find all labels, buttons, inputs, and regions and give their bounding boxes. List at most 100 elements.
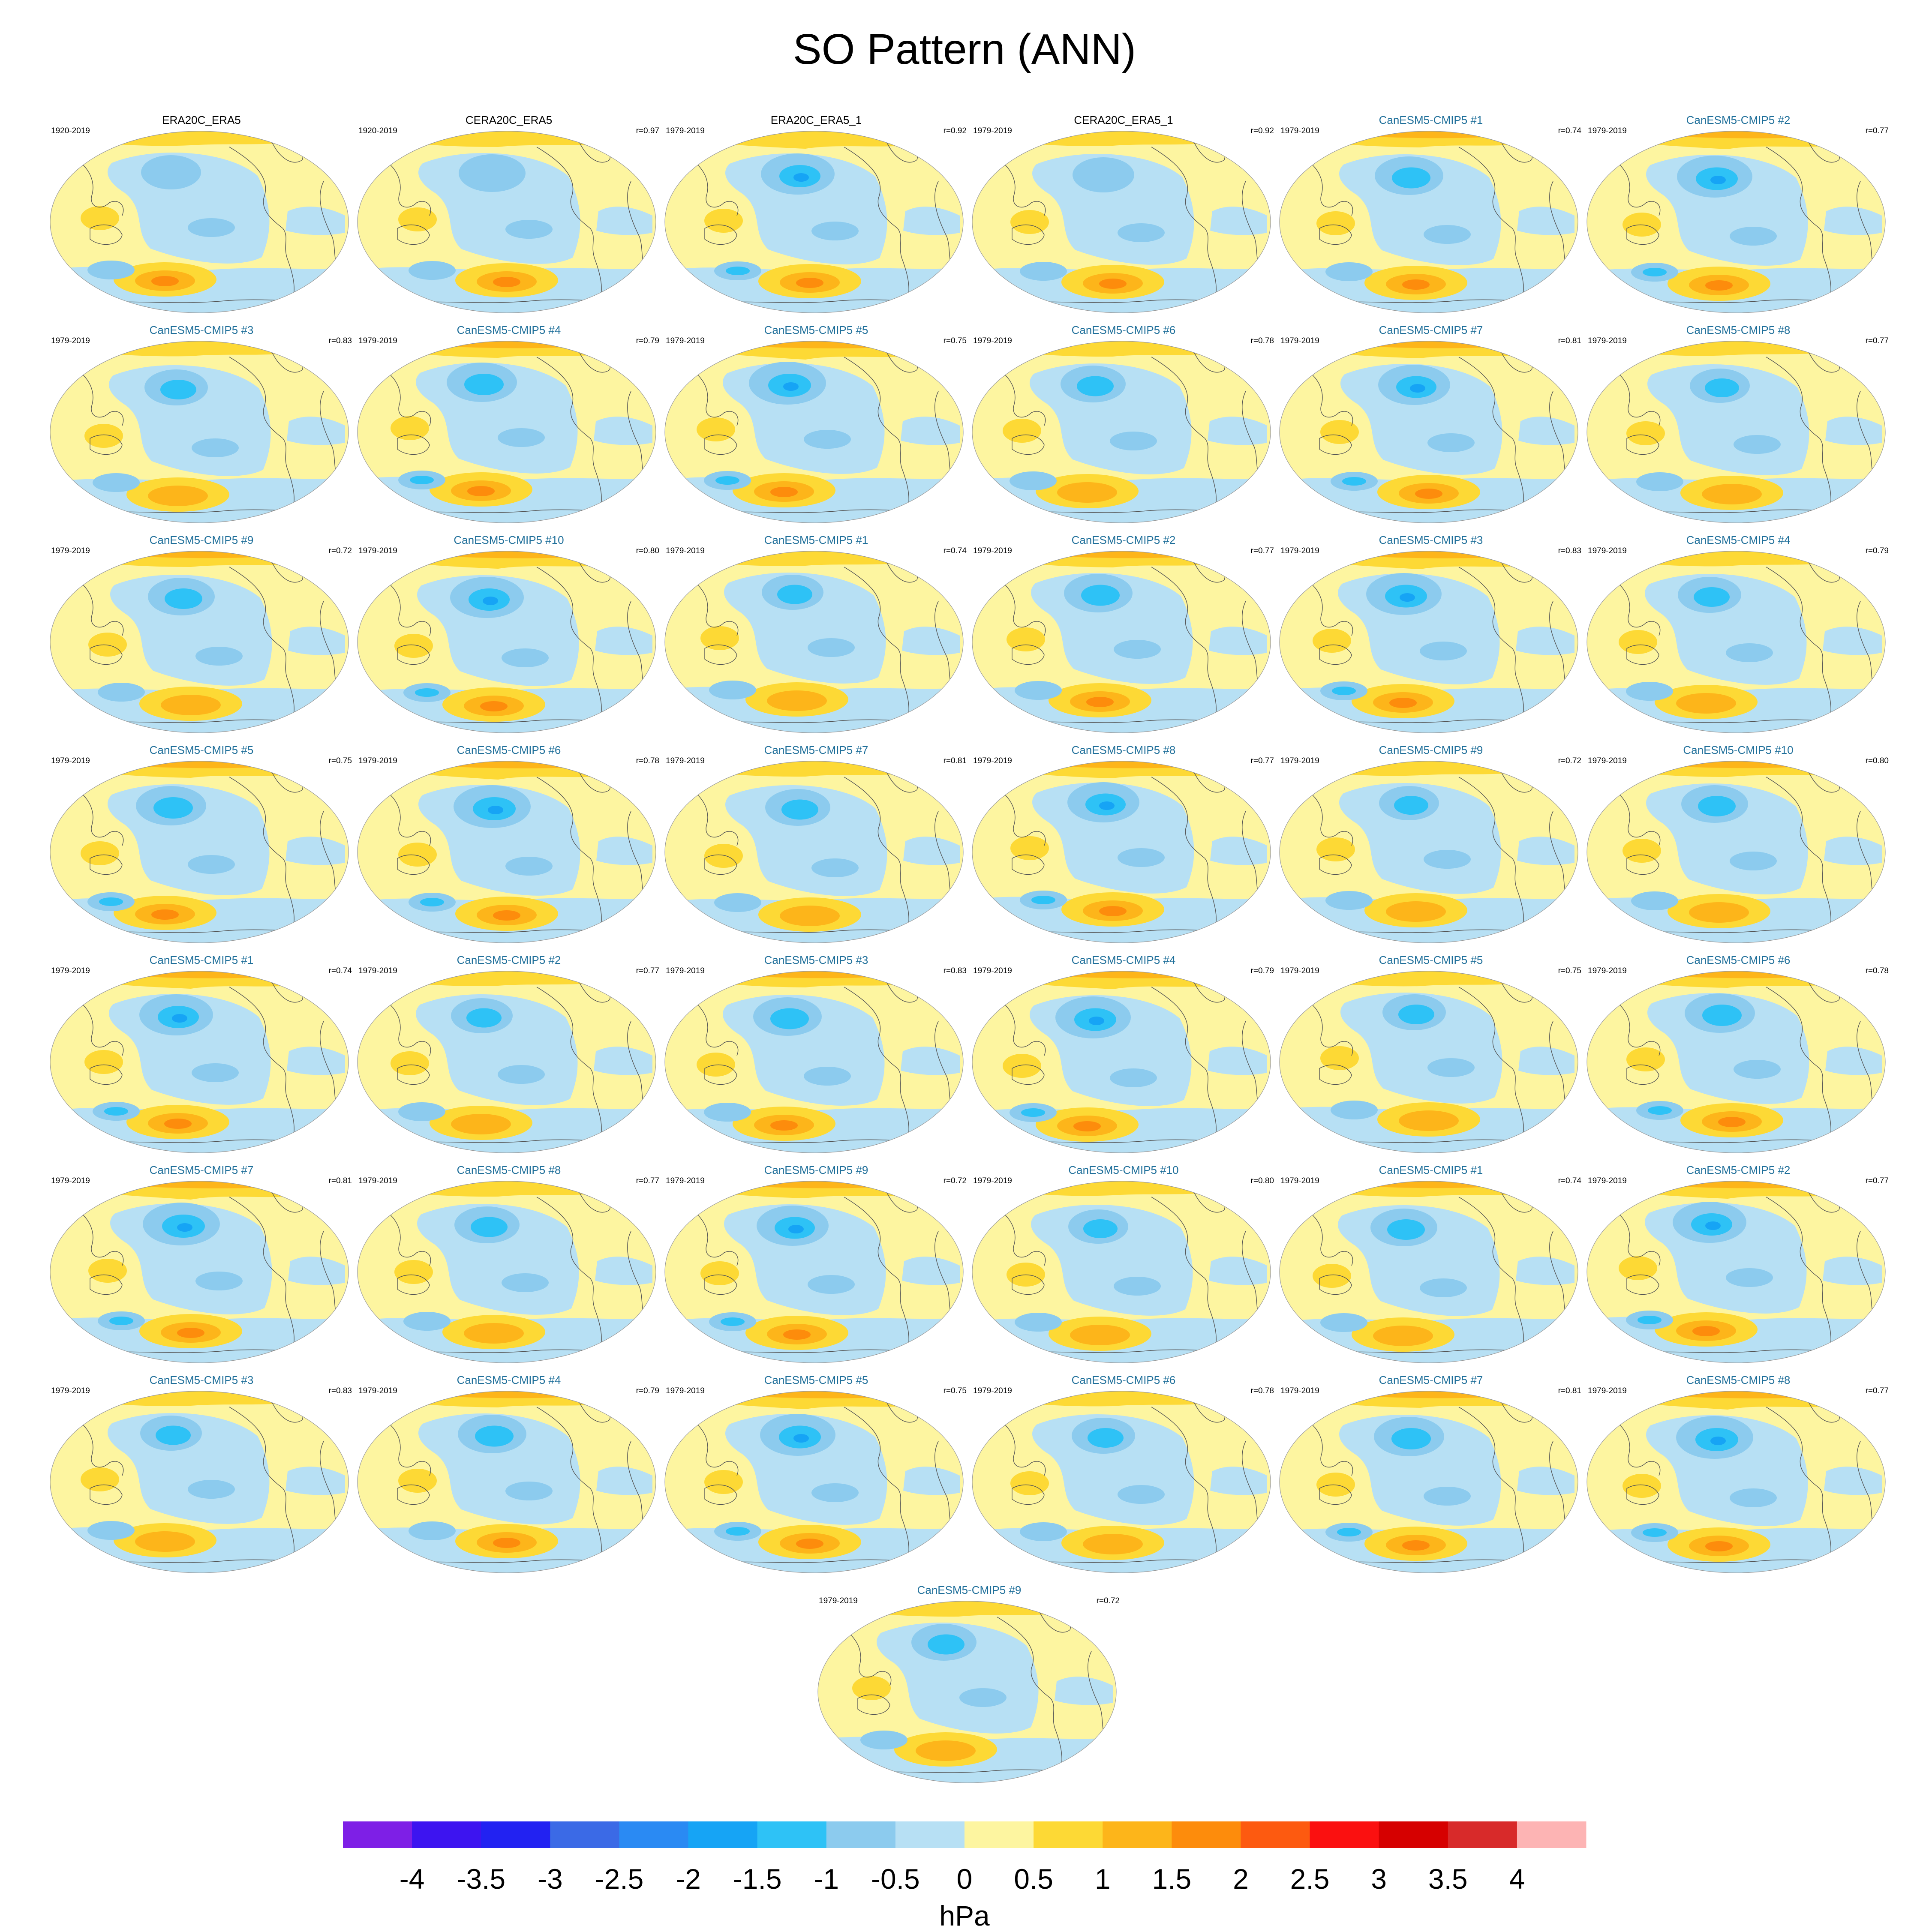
colorbar-box — [1034, 1821, 1103, 1848]
map-plot — [664, 971, 964, 1153]
colorbar-tick-label: 1.5 — [1152, 1863, 1191, 1895]
panel-correlation: r=0.78 — [1250, 336, 1274, 345]
map-panel: CanESM5-CMIP5 #4 1979-2019 r=0.79 — [1586, 534, 1890, 735]
map-panel: CanESM5-CMIP5 #7 1979-2019 r=0.81 — [49, 1164, 354, 1365]
panel-correlation: r=0.78 — [636, 756, 659, 765]
panel-years: 1979-2019 — [51, 756, 90, 765]
map-plot — [1586, 1391, 1886, 1573]
panel-years: 1979-2019 — [666, 756, 705, 765]
map-plot — [1279, 971, 1578, 1153]
panel-title: CanESM5-CMIP5 #10 — [1683, 744, 1794, 756]
panel-title: CERA20C_ERA5_1 — [1074, 114, 1173, 126]
colorbar-box — [1172, 1821, 1241, 1848]
colorbar-tick-label: -0.5 — [871, 1863, 920, 1895]
panel-title: CanESM5-CMIP5 #9 — [764, 1164, 868, 1176]
panel-correlation: r=0.80 — [636, 546, 659, 555]
map-plot — [50, 131, 349, 313]
panel-correlation: r=0.77 — [1865, 336, 1889, 345]
panel-title: CanESM5-CMIP5 #9 — [1379, 744, 1483, 756]
panel-correlation: r=0.92 — [1250, 126, 1274, 135]
panel-title: CanESM5-CMIP5 #5 — [764, 1374, 868, 1386]
panel-years: 1979-2019 — [973, 126, 1012, 135]
map-panel: CanESM5-CMIP5 #1 1979-2019 r=0.74 — [1279, 1164, 1583, 1365]
map-plot — [50, 1391, 349, 1573]
panel-years: 1979-2019 — [666, 966, 705, 975]
panel-correlation: r=0.75 — [943, 1386, 967, 1395]
map-plot — [972, 341, 1271, 523]
map-plot — [972, 1181, 1271, 1363]
panel-years: 1979-2019 — [1280, 1176, 1319, 1185]
panel-correlation: r=0.83 — [943, 966, 967, 975]
panel-correlation: r=0.75 — [943, 336, 967, 345]
map-plot — [50, 971, 349, 1153]
colorbar-box — [1448, 1821, 1517, 1848]
map-panel: CanESM5-CMIP5 #1 1979-2019 r=0.74 — [664, 534, 968, 735]
panel-title: CanESM5-CMIP5 #8 — [457, 1164, 561, 1176]
map-panel: CanESM5-CMIP5 #3 1979-2019 r=0.83 — [1279, 534, 1583, 735]
panel-years: 1979-2019 — [358, 546, 397, 555]
colorbar-tick-label: 2.5 — [1290, 1863, 1330, 1895]
panel-years: 1979-2019 — [1280, 1386, 1319, 1395]
colorbar-units: hPa — [939, 1900, 990, 1932]
panel-years: 1979-2019 — [1280, 336, 1319, 345]
panel-title: CanESM5-CMIP5 #6 — [457, 744, 561, 756]
map-panel: CanESM5-CMIP5 #1 1979-2019 r=0.74 — [1279, 114, 1583, 315]
map-plot — [50, 551, 349, 733]
panel-years: 1979-2019 — [666, 546, 705, 555]
panel-years: 1920-2019 — [358, 126, 397, 135]
panel-correlation: r=0.72 — [1558, 756, 1581, 765]
map-panel: CanESM5-CMIP5 #2 1979-2019 r=0.77 — [971, 534, 1276, 735]
colorbar-box — [1241, 1821, 1310, 1848]
panel-correlation: r=0.81 — [1558, 336, 1581, 345]
panel-correlation: r=0.78 — [1250, 1386, 1274, 1395]
panel-years: 1979-2019 — [51, 336, 90, 345]
map-plot — [1279, 341, 1578, 523]
panel-title: CanESM5-CMIP5 #2 — [1686, 1164, 1791, 1176]
panel-years: 1979-2019 — [973, 756, 1012, 765]
panel-years: 1979-2019 — [973, 1176, 1012, 1185]
map-plot — [357, 971, 656, 1153]
map-panel: CanESM5-CMIP5 #10 1979-2019 r=0.80 — [357, 534, 661, 735]
panel-years: 1979-2019 — [1588, 756, 1627, 765]
map-panel: CanESM5-CMIP5 #9 1979-2019 r=0.72 — [664, 1164, 968, 1365]
map-panel: CanESM5-CMIP5 #5 1979-2019 r=0.75 — [664, 324, 968, 525]
panel-title: CanESM5-CMIP5 #10 — [454, 534, 564, 546]
panel-years: 1979-2019 — [1588, 546, 1627, 555]
panel-correlation: r=0.78 — [1865, 966, 1889, 975]
panel-years: 1979-2019 — [358, 1386, 397, 1395]
panel-title: CanESM5-CMIP5 #4 — [457, 1374, 561, 1386]
panel-years: 1979-2019 — [358, 1176, 397, 1185]
panel-years: 1979-2019 — [1280, 966, 1319, 975]
panel-correlation: r=0.77 — [1865, 1386, 1889, 1395]
panel-correlation: r=0.79 — [636, 1386, 659, 1395]
map-panel: CanESM5-CMIP5 #3 1979-2019 r=0.83 — [49, 324, 354, 525]
panel-correlation: r=0.74 — [328, 966, 352, 975]
panel-years: 1979-2019 — [51, 546, 90, 555]
panel-years: 1979-2019 — [1280, 546, 1319, 555]
panel-years: 1979-2019 — [666, 1176, 705, 1185]
map-plot — [1586, 341, 1886, 523]
map-plot — [1279, 131, 1578, 313]
map-plot — [357, 761, 656, 943]
panel-title: CanESM5-CMIP5 #1 — [149, 954, 254, 966]
panel-correlation: r=0.81 — [1558, 1386, 1581, 1395]
map-plot — [664, 551, 964, 733]
map-panel: CanESM5-CMIP5 #2 1979-2019 r=0.77 — [357, 954, 661, 1155]
panel-years: 1979-2019 — [1280, 756, 1319, 765]
map-plot — [357, 341, 656, 523]
panel-correlation: r=0.81 — [328, 1176, 352, 1185]
colorbar-tick-label: 0 — [957, 1863, 973, 1895]
map-plot — [1279, 1181, 1578, 1363]
colorbar-tick-label: -4 — [400, 1863, 425, 1895]
panel-title: CanESM5-CMIP5 #3 — [764, 954, 868, 966]
map-plot — [817, 1601, 1117, 1783]
colorbar-box — [964, 1821, 1034, 1848]
figure-title: SO Pattern (ANN) — [793, 25, 1136, 73]
panel-correlation: r=0.72 — [328, 546, 352, 555]
map-panel: CanESM5-CMIP5 #10 1979-2019 r=0.80 — [1586, 744, 1890, 945]
colorbar-tick-label: 2 — [1233, 1863, 1249, 1895]
map-plot — [357, 551, 656, 733]
panel-title: CanESM5-CMIP5 #6 — [1686, 954, 1791, 966]
panel-title: CanESM5-CMIP5 #4 — [457, 324, 561, 336]
panel-years: 1979-2019 — [358, 966, 397, 975]
